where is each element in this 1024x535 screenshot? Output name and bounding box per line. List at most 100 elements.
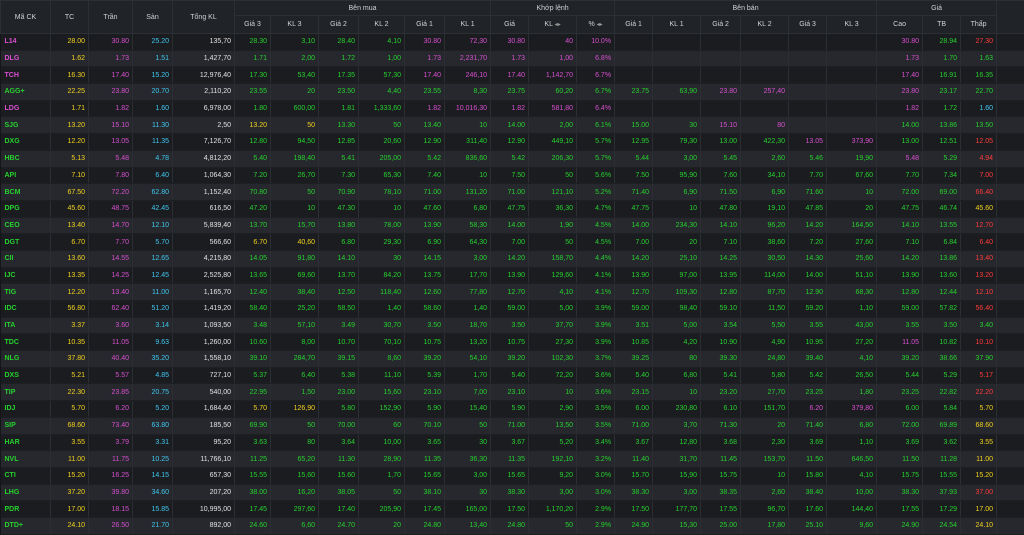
symbol-cell[interactable]: LDG — [1, 100, 51, 117]
header-match-col[interactable]: % ◂▸ — [577, 16, 615, 34]
header-sell-col[interactable]: Giá 1 — [615, 16, 653, 34]
header-total-volume[interactable]: Tổng KL — [173, 1, 235, 34]
header-match-col[interactable]: Giá — [491, 16, 529, 34]
header-sell-col[interactable]: Giá 2 — [701, 16, 741, 34]
symbol-cell[interactable]: SJG — [1, 117, 51, 134]
symbol-cell[interactable]: DXG — [1, 134, 51, 151]
header-price-col[interactable]: Thấp — [961, 16, 997, 34]
header-sell-col[interactable]: Giá 3 — [789, 16, 827, 34]
row-spacer — [997, 401, 1024, 418]
symbol-cell[interactable]: NLG — [1, 351, 51, 368]
bid-cell: 29,30 — [359, 234, 405, 251]
header-buy-col[interactable]: Giá 3 — [235, 16, 271, 34]
symbol-cell[interactable]: TDC — [1, 334, 51, 351]
sort-right-icon[interactable]: ▸ — [600, 22, 603, 28]
symbol-cell[interactable]: IDJ — [1, 401, 51, 418]
symbol-cell[interactable]: TCH — [1, 67, 51, 84]
symbol-cell[interactable]: DGT — [1, 234, 51, 251]
ask-cell: 25.00 — [701, 517, 741, 534]
bid-cell: 47.60 — [405, 200, 445, 217]
header-sell-col[interactable]: KL 1 — [653, 16, 701, 34]
header-buy-col[interactable]: KL 1 — [445, 16, 491, 34]
symbol-cell[interactable]: TIG — [1, 284, 51, 301]
header-ceiling[interactable]: Trần — [89, 1, 133, 34]
total-volume-cell: 892,00 — [173, 517, 235, 534]
symbol-cell[interactable]: DLG — [1, 50, 51, 67]
header-buy-col[interactable]: Giá 2 — [319, 16, 359, 34]
floor-price-cell: 1.60 — [133, 100, 173, 117]
header-price-col[interactable]: Cao — [877, 16, 923, 34]
symbol-cell[interactable]: LHG — [1, 484, 51, 501]
symbol-cell[interactable]: CEO — [1, 217, 51, 234]
symbol-cell[interactable]: NVL — [1, 451, 51, 468]
match-cell: 129,60 — [529, 267, 577, 284]
symbol-cell[interactable]: PDR — [1, 501, 51, 518]
ceiling-price-cell: 16.25 — [89, 467, 133, 484]
header-symbol[interactable]: Mã CK — [1, 1, 51, 34]
symbol-cell[interactable]: DXS — [1, 367, 51, 384]
symbol-cell[interactable]: SIP — [1, 417, 51, 434]
symbol-cell[interactable]: HAR — [1, 434, 51, 451]
price-stat-cell: 11.00 — [961, 451, 997, 468]
header-sell-col[interactable]: KL 3 — [827, 16, 877, 34]
symbol-cell[interactable]: TIP — [1, 384, 51, 401]
symbol-cell[interactable]: API — [1, 167, 51, 184]
header-sell-col[interactable]: KL 2 — [741, 16, 789, 34]
symbol-cell[interactable]: CII — [1, 250, 51, 267]
symbol-cell[interactable]: AGG+ — [1, 84, 51, 101]
symbol-cell[interactable]: DPG — [1, 200, 51, 217]
header-buy-col[interactable]: KL 3 — [271, 16, 319, 34]
ref-price-cell: 13.20 — [51, 117, 89, 134]
symbol-cell[interactable]: HBC — [1, 150, 51, 167]
sort-right-icon[interactable]: ▸ — [558, 22, 561, 28]
total-volume-cell: 2,110,20 — [173, 84, 235, 101]
symbol-cell[interactable]: ITA — [1, 317, 51, 334]
symbol-cell[interactable]: DTD+ — [1, 517, 51, 534]
header-ref[interactable]: TC — [51, 1, 89, 34]
symbol-cell[interactable]: L14 — [1, 34, 51, 51]
header-match-col[interactable]: KL ◂▸ — [529, 16, 577, 34]
symbol-cell[interactable]: IJC — [1, 267, 51, 284]
header-price-col[interactable]: TB — [923, 16, 961, 34]
ref-price-cell: 45.60 — [51, 200, 89, 217]
symbol-cell[interactable]: IDC — [1, 301, 51, 318]
symbol-cell[interactable]: BCM — [1, 184, 51, 201]
floor-price-cell: 10.25 — [133, 451, 173, 468]
header-floor[interactable]: Sàn — [133, 1, 173, 34]
header-buy-col[interactable]: Giá 1 — [405, 16, 445, 34]
symbol-cell[interactable]: CTI — [1, 467, 51, 484]
header-buy-col[interactable]: KL 2 — [359, 16, 405, 34]
ref-price-cell: 10.35 — [51, 334, 89, 351]
match-cell: 14.00 — [491, 217, 529, 234]
